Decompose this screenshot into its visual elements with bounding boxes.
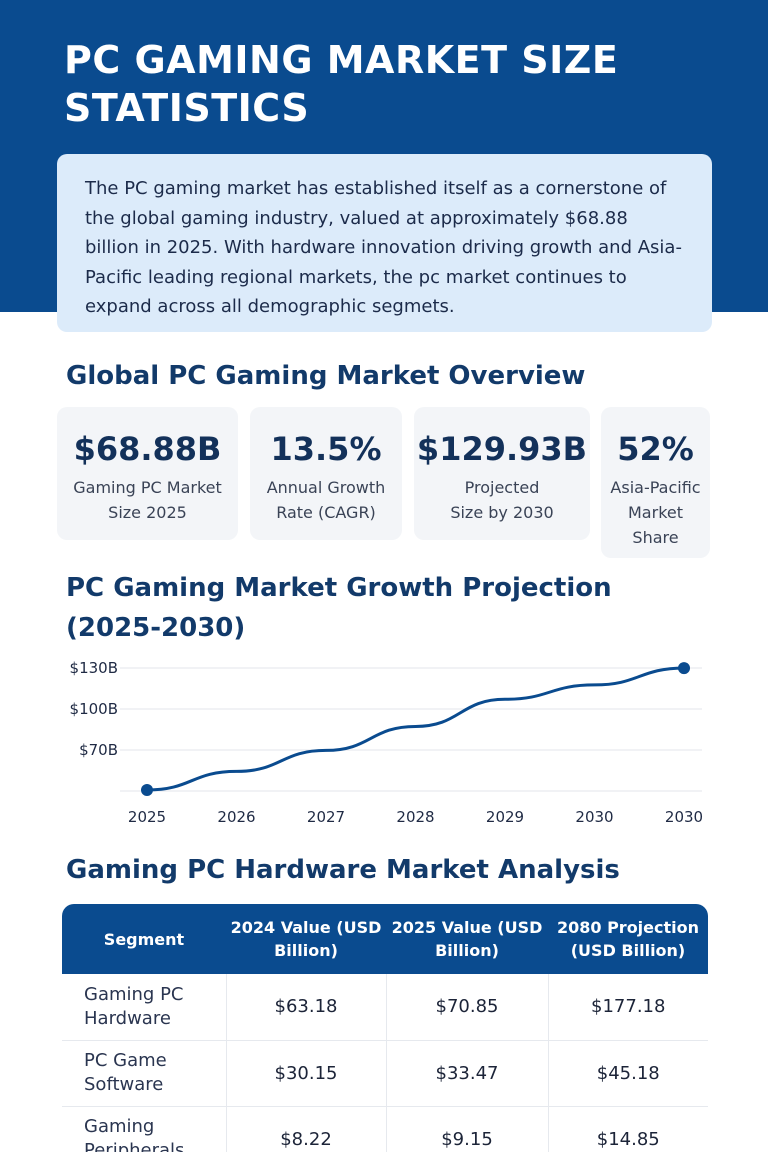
hardware-table: Segment 2024 Value (USD Billion) 2025 Va… <box>62 904 708 1152</box>
table-cell: $33.47 <box>385 1040 548 1107</box>
stat-value: $68.88B <box>73 430 222 468</box>
stat-label: Projected Size by 2030 <box>450 478 554 522</box>
column-header: Segment <box>62 904 226 974</box>
column-header: 2025 Value (USD Billion) <box>386 904 548 974</box>
table-cell: $9.15 <box>385 1106 548 1152</box>
column-header: 2080 Projection (USD Billion) <box>548 904 708 974</box>
column-header: 2024 Value (USD Billion) <box>226 904 386 974</box>
stat-value: 13.5% <box>270 430 382 468</box>
segment-cell: Gaming PC Hardware <box>62 974 226 1041</box>
table-header-row: Segment 2024 Value (USD Billion) 2025 Va… <box>62 904 708 974</box>
chart-grid <box>120 667 702 792</box>
stat-label: Annual Growth Rate (CAGR) <box>266 478 386 522</box>
stat-value: $129.93B <box>416 430 588 468</box>
table-cell: $177.18 <box>547 974 708 1041</box>
y-tick-label: $70B <box>79 741 118 759</box>
growth-line-chart: $130B$100B$70B 2025 2026 2027 2028 2029 2030 2… <box>70 659 704 826</box>
table-cell: $63.18 <box>225 974 386 1041</box>
stat-card-projected-size: $129.93B Projected Size by 2030 <box>414 407 590 540</box>
series-line <box>146 666 685 792</box>
table-cell: $8.22 <box>225 1106 386 1152</box>
overview-title: Global PC Gaming Market Overview <box>66 361 586 391</box>
x-tick-label: 2030 <box>575 808 613 826</box>
x-tick-label: 2028 <box>396 808 434 826</box>
segment-cell: PC Game Software <box>62 1040 226 1107</box>
segment-cell: Gaming Peripherals <box>62 1106 226 1152</box>
growth-title: PC Gaming Market Growth Projection (2025… <box>66 573 612 643</box>
x-tick-label: 2026 <box>217 808 255 826</box>
table-row: PC Game Software $30.15 $33.47 $45.18 <box>62 1040 708 1107</box>
intro-text: The PC gaming market has established its… <box>57 154 712 332</box>
table-row: Gaming PC Hardware $63.18 $70.85 $177.18 <box>62 974 708 1041</box>
stat-label: Gaming PC Market Size 2025 <box>73 478 222 522</box>
x-tick-label: 2027 <box>307 808 345 826</box>
stat-card-apac-share: 52% Asia-Pacific Market Share <box>601 407 710 558</box>
table-cell: $45.18 <box>547 1040 708 1107</box>
series-points <box>141 662 690 796</box>
stat-value: 52% <box>617 430 694 468</box>
data-point <box>678 662 690 675</box>
x-tick-label: 2025 <box>128 808 166 826</box>
x-axis: 2025 2026 2027 2028 2029 2030 2030 <box>128 808 703 826</box>
y-tick-label: $130B <box>70 659 118 677</box>
x-tick-label: 2029 <box>486 808 524 826</box>
data-point <box>141 784 153 796</box>
stat-card-market-size: $68.88B Gaming PC Market Size 2025 <box>57 407 238 540</box>
table-cell: $70.85 <box>385 974 548 1041</box>
y-tick-label: $100B <box>70 700 118 718</box>
stat-card-cagr: 13.5% Annual Growth Rate (CAGR) <box>250 407 402 540</box>
table-cell: $14.85 <box>547 1106 708 1152</box>
x-tick-label: 2030 <box>665 808 703 826</box>
page-title: PC GAMING MARKET SIZE STATISTICS <box>64 38 619 130</box>
table-row: Gaming Peripherals $8.22 $9.15 $14.85 <box>62 1106 708 1152</box>
y-axis: $130B $100B $70B <box>70 659 118 759</box>
hardware-title: Gaming PC Hardware Market Analysis <box>66 855 620 885</box>
stat-label: Asia-Pacific Market Share <box>610 478 701 547</box>
table-cell: $30.15 <box>225 1040 386 1107</box>
